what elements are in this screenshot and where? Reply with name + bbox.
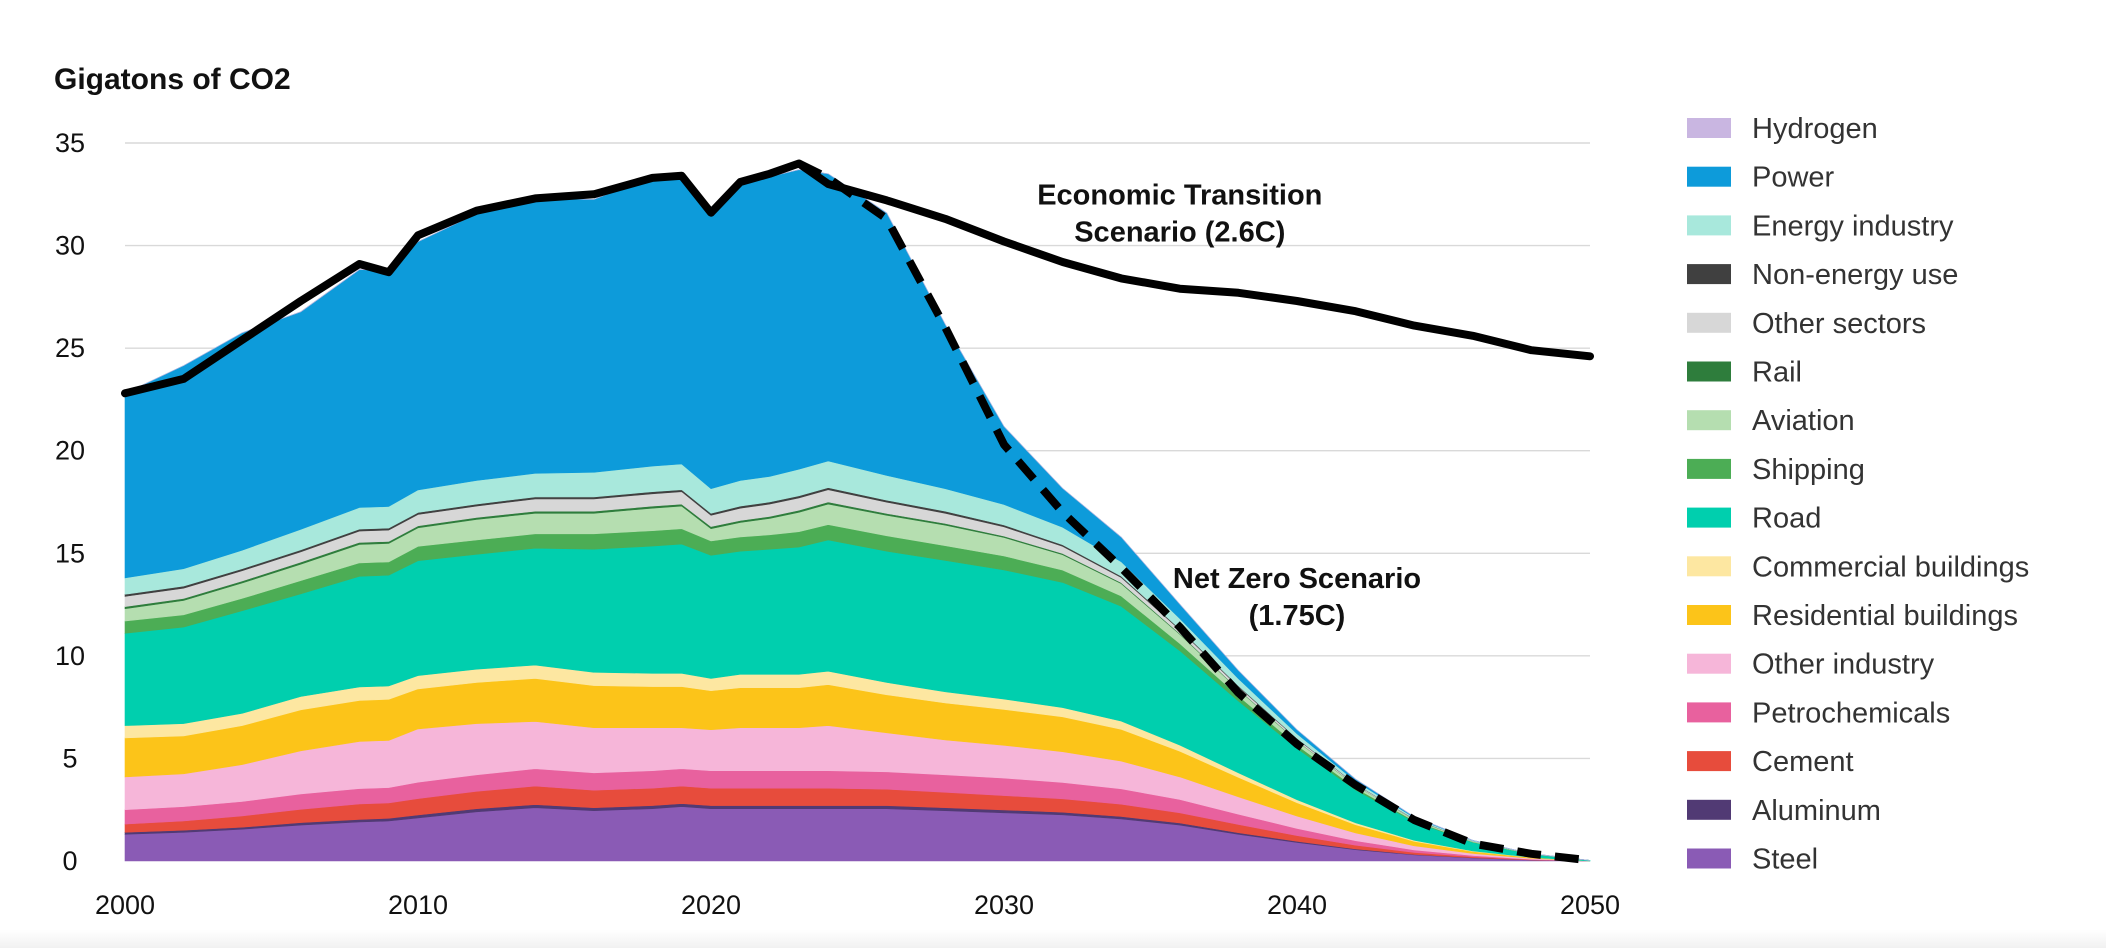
legend-swatch-aluminum [1687, 799, 1731, 820]
legend-label-shipping: Shipping [1752, 454, 1865, 486]
legend-item-aviation: Aviation [1687, 405, 1855, 437]
line-net-zero-scenario-1-75c [797, 159, 1591, 865]
y-tick-5: 5 [62, 743, 77, 773]
legend-swatch-energy-industry [1687, 215, 1731, 236]
annotation-2-line-2: (1.75C) [1249, 600, 1346, 632]
y-tick-30: 30 [55, 231, 85, 261]
legend-item-commercial-buildings: Commercial buildings [1687, 551, 2029, 583]
legend-label-petrochemicals: Petrochemicals [1752, 697, 1950, 729]
legend-swatch-non-energy-use [1687, 264, 1731, 285]
y-tick-35: 35 [55, 128, 85, 158]
legend-label-other-sectors: Other sectors [1752, 308, 1926, 340]
x-tick-2050: 2050 [1560, 890, 1620, 920]
legend-item-cement: Cement [1687, 746, 1854, 778]
x-tick-2010: 2010 [388, 890, 448, 920]
legend-item-power: Power [1687, 162, 1835, 194]
legend-swatch-steel [1687, 848, 1731, 869]
legend-swatch-cement [1687, 751, 1731, 772]
legend-item-residential-buildings: Residential buildings [1687, 600, 2018, 632]
legend-swatch-shipping [1687, 458, 1731, 479]
bottom-band [0, 930, 2106, 948]
legend-item-aluminum: Aluminum [1687, 795, 1881, 827]
y-tick-25: 25 [55, 333, 85, 363]
x-tick-2030: 2030 [974, 890, 1034, 920]
legend-label-steel: Steel [1752, 844, 1818, 876]
legend-item-rail: Rail [1687, 357, 1802, 389]
annotation-2-line-1: Net Zero Scenario [1173, 563, 1421, 595]
legend-swatch-residential-buildings [1687, 605, 1731, 625]
y-tick-20: 20 [55, 436, 85, 466]
legend: Hydrogen Power Energy industry Non-energy u… [1687, 113, 2029, 876]
legend-item-steel: Steel [1687, 844, 1818, 876]
annotation-1-line-2: Scenario (2.6C) [1074, 217, 1285, 249]
legend-label-hydrogen: Hydrogen [1752, 113, 1878, 145]
annotation-1-line-1: Economic Transition [1037, 180, 1322, 212]
line-economic-transition-scenario-2-6c [121, 159, 1594, 398]
legend-item-non-energy-use: Non-energy use [1687, 259, 1958, 291]
legend-swatch-road [1687, 507, 1731, 528]
legend-label-commercial-buildings: Commercial buildings [1752, 551, 2029, 583]
legend-item-energy-industry: Energy industry [1687, 210, 1954, 242]
legend-swatch-aviation [1687, 410, 1731, 431]
legend-label-other-industry: Other industry [1752, 649, 1935, 681]
legend-swatch-petrochemicals [1687, 702, 1731, 723]
legend-label-aluminum: Aluminum [1752, 795, 1881, 827]
legend-label-aviation: Aviation [1752, 405, 1855, 437]
y-tick-15: 15 [55, 538, 85, 568]
legend-item-petrochemicals: Petrochemicals [1687, 697, 1950, 729]
axis-ticks: 0 5 10 15 20 25 30 35 2000 2010 2020 2030 2040 2050 [55, 128, 1620, 920]
legend-item-shipping: Shipping [1687, 454, 1865, 486]
legend-item-other-industry: Other industry [1687, 649, 1935, 681]
x-tick-2040: 2040 [1267, 890, 1327, 920]
legend-swatch-commercial-buildings [1687, 556, 1731, 577]
x-tick-2000: 2000 [95, 890, 155, 920]
legend-label-energy-industry: Energy industry [1752, 210, 1954, 242]
legend-item-other-sectors: Other sectors [1687, 308, 1926, 340]
legend-swatch-other-sectors [1687, 312, 1731, 333]
legend-item-road: Road [1687, 503, 1821, 535]
legend-swatch-other-industry [1687, 653, 1731, 674]
legend-item-hydrogen: Hydrogen [1687, 113, 1878, 145]
legend-swatch-hydrogen [1687, 118, 1731, 138]
x-tick-2020: 2020 [681, 890, 741, 920]
legend-label-road: Road [1752, 503, 1821, 535]
y-tick-10: 10 [55, 641, 85, 671]
legend-label-power: Power [1752, 162, 1835, 194]
y-tick-0: 0 [62, 846, 77, 876]
legend-label-cement: Cement [1752, 746, 1854, 778]
y-axis-label: Gigatons of CO2 [54, 63, 291, 96]
annotations: Economic Transition Scenario (2.6C) Net Ze… [1037, 180, 1421, 633]
legend-label-rail: Rail [1752, 357, 1802, 389]
scenario-lines [121, 159, 1594, 865]
legend-label-residential-buildings: Residential buildings [1752, 600, 2018, 632]
legend-swatch-rail [1687, 361, 1731, 382]
legend-swatch-power [1687, 166, 1731, 187]
legend-label-non-energy-use: Non-energy use [1752, 259, 1958, 291]
